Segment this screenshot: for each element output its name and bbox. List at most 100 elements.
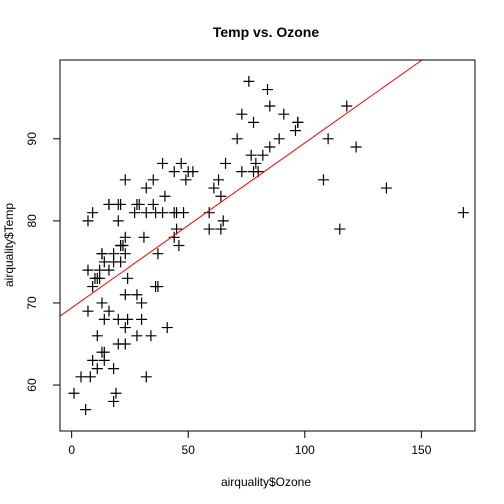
data-point bbox=[180, 174, 192, 186]
data-point bbox=[203, 223, 215, 235]
data-point bbox=[89, 272, 101, 284]
data-point bbox=[341, 100, 353, 112]
data-point bbox=[213, 174, 225, 186]
data-point bbox=[245, 149, 257, 161]
data-point bbox=[171, 223, 183, 235]
data-point bbox=[131, 330, 143, 342]
data-point bbox=[350, 141, 362, 153]
data-point bbox=[87, 354, 99, 366]
data-point bbox=[131, 289, 143, 301]
data-point bbox=[91, 363, 103, 375]
data-point bbox=[98, 354, 110, 366]
data-point bbox=[112, 215, 124, 227]
x-axis-label: airquality$Ozone bbox=[221, 475, 311, 489]
data-point bbox=[150, 207, 162, 219]
plot-area bbox=[59, 59, 469, 416]
data-points bbox=[68, 75, 469, 416]
data-point bbox=[147, 198, 159, 210]
data-point bbox=[173, 240, 185, 251]
data-point bbox=[119, 231, 131, 243]
data-point bbox=[96, 297, 108, 309]
data-point bbox=[457, 207, 469, 219]
data-point bbox=[140, 371, 152, 383]
data-point bbox=[250, 157, 262, 169]
data-point bbox=[87, 281, 99, 293]
data-point bbox=[115, 198, 127, 210]
data-point bbox=[215, 190, 227, 202]
data-point bbox=[108, 363, 120, 375]
data-point bbox=[110, 387, 122, 399]
data-point bbox=[112, 338, 124, 350]
data-point bbox=[243, 75, 255, 87]
data-point bbox=[82, 305, 94, 317]
x-tick-label: 0 bbox=[68, 443, 75, 457]
data-point bbox=[119, 289, 131, 301]
data-point bbox=[289, 125, 301, 137]
data-point bbox=[122, 313, 134, 325]
data-point bbox=[317, 174, 329, 186]
data-point bbox=[98, 313, 110, 325]
data-point bbox=[119, 322, 131, 334]
y-tick-label: 90 bbox=[25, 132, 39, 146]
data-point bbox=[103, 305, 115, 317]
data-point bbox=[334, 223, 346, 235]
data-point bbox=[112, 313, 124, 325]
data-point bbox=[96, 346, 108, 358]
data-point bbox=[161, 322, 173, 334]
data-point bbox=[87, 207, 99, 219]
data-point bbox=[80, 404, 92, 416]
data-point bbox=[208, 182, 220, 194]
data-point bbox=[108, 248, 120, 260]
data-point bbox=[217, 215, 229, 227]
data-point bbox=[108, 395, 120, 407]
x-tick-label: 100 bbox=[295, 443, 315, 457]
data-point bbox=[119, 248, 131, 260]
data-point bbox=[168, 207, 180, 219]
data-point bbox=[292, 116, 304, 128]
chart-title: Temp vs. Ozone bbox=[213, 24, 320, 40]
data-point bbox=[273, 133, 285, 145]
data-point bbox=[220, 157, 232, 169]
data-point bbox=[82, 264, 94, 276]
data-point bbox=[380, 182, 392, 194]
data-point bbox=[147, 174, 159, 186]
data-point bbox=[168, 166, 180, 178]
data-point bbox=[248, 166, 260, 178]
data-point bbox=[178, 207, 190, 219]
data-point bbox=[159, 190, 171, 202]
data-point bbox=[136, 297, 148, 309]
data-point bbox=[231, 133, 243, 145]
x-axis: 0 50 100 150 bbox=[68, 430, 432, 457]
data-point bbox=[264, 100, 276, 112]
data-point bbox=[140, 182, 152, 194]
data-point bbox=[91, 330, 103, 342]
data-point bbox=[84, 371, 96, 383]
data-point bbox=[182, 166, 194, 178]
data-point bbox=[215, 223, 227, 235]
data-point bbox=[103, 198, 115, 210]
data-point bbox=[96, 248, 108, 260]
data-point bbox=[168, 231, 180, 243]
data-point bbox=[248, 116, 260, 128]
data-point bbox=[157, 157, 169, 169]
data-point bbox=[119, 174, 131, 186]
data-point bbox=[236, 166, 248, 178]
data-point bbox=[138, 231, 150, 243]
data-point bbox=[98, 256, 110, 268]
data-point bbox=[82, 215, 94, 227]
data-point bbox=[175, 157, 187, 169]
data-point bbox=[68, 387, 80, 399]
y-tick-label: 60 bbox=[25, 378, 39, 392]
data-point bbox=[152, 281, 164, 293]
data-point bbox=[129, 207, 141, 219]
data-point bbox=[103, 264, 115, 276]
data-point bbox=[257, 149, 269, 161]
data-point bbox=[122, 272, 134, 284]
y-tick-label: 70 bbox=[25, 296, 39, 310]
data-point bbox=[115, 240, 127, 251]
data-point bbox=[236, 108, 248, 120]
regression-line bbox=[59, 59, 423, 317]
data-point bbox=[278, 108, 290, 120]
y-axis-label: airquality$Temp bbox=[2, 203, 16, 287]
